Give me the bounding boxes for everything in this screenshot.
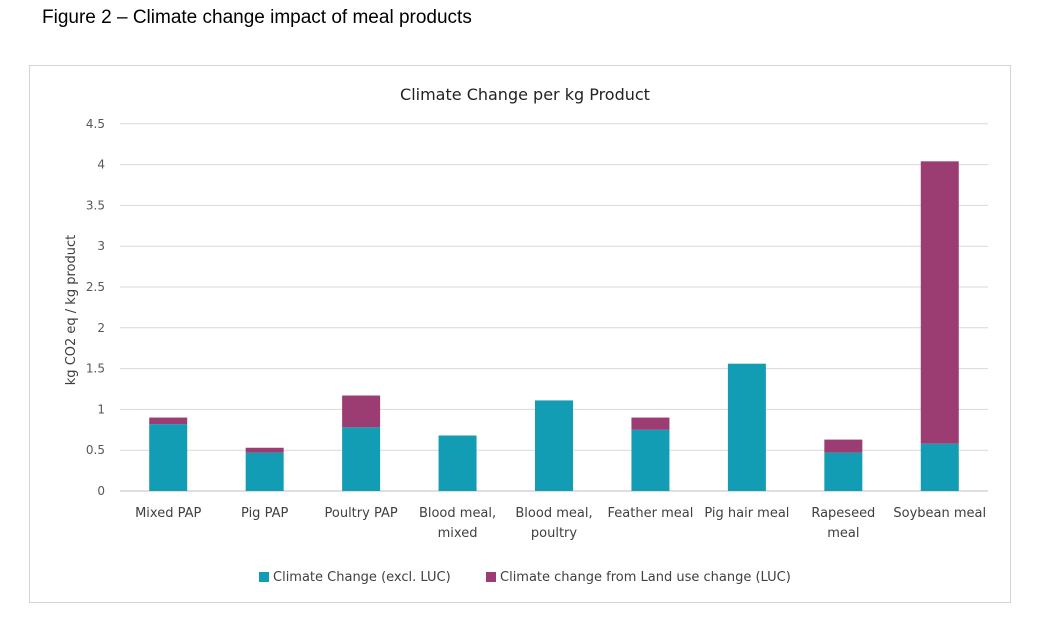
y-axis-label: kg CO2 eq / kg product bbox=[64, 235, 79, 385]
x-tick-label: Pig hair meal bbox=[704, 506, 789, 521]
y-tick-label: 1 bbox=[97, 402, 105, 416]
bar-luc bbox=[245, 447, 284, 453]
y-tick-label: 2.5 bbox=[86, 280, 105, 294]
bar-luc bbox=[824, 439, 863, 453]
bar-luc bbox=[342, 395, 381, 428]
y-tick-label: 3.5 bbox=[86, 198, 105, 212]
x-tick-labels: Mixed PAP Pig PAP Poultry PAP Blood meal, mi… bbox=[135, 506, 986, 541]
y-tick-label: 0.5 bbox=[86, 443, 105, 457]
bar-excl-luc bbox=[245, 452, 284, 491]
bar-excl-luc bbox=[824, 452, 863, 491]
legend-label-excl-luc: Climate Change (excl. LUC) bbox=[273, 570, 451, 585]
x-tick-label: meal bbox=[827, 526, 859, 541]
x-tick-label: Pig PAP bbox=[241, 506, 288, 521]
legend-swatch-luc bbox=[486, 572, 496, 582]
x-tick-label: Rapeseed bbox=[811, 506, 875, 521]
legend-label-luc: Climate change from Land use change (LUC… bbox=[500, 570, 791, 585]
y-tick-label: 3 bbox=[97, 239, 105, 253]
x-tick-label: poultry bbox=[531, 526, 577, 541]
bar-excl-luc bbox=[535, 400, 573, 491]
y-tick-label: 4.5 bbox=[86, 117, 105, 131]
y-tick-label: 2 bbox=[97, 321, 105, 335]
bar-excl-luc bbox=[342, 427, 381, 491]
chart-title: Climate Change per kg Product bbox=[400, 85, 650, 104]
bar-excl-luc bbox=[149, 424, 188, 491]
x-tick-label: Blood meal, bbox=[419, 506, 496, 521]
bar-luc bbox=[631, 417, 670, 430]
x-tick-label: mixed bbox=[438, 526, 478, 541]
y-tick-label: 1.5 bbox=[86, 362, 105, 376]
bar-luc bbox=[149, 417, 188, 425]
x-tick-label: Mixed PAP bbox=[135, 506, 201, 521]
bar-excl-luc bbox=[920, 443, 959, 491]
bar-excl-luc bbox=[631, 429, 670, 491]
bar-luc bbox=[920, 161, 959, 444]
x-tick-label: Soybean meal bbox=[893, 506, 986, 521]
y-tick-label: 4 bbox=[97, 158, 105, 172]
legend: Climate Change (excl. LUC) Climate chang… bbox=[259, 570, 791, 585]
y-tick-label: 0 bbox=[97, 484, 105, 498]
figure-caption: Figure 2 – Climate change impact of meal… bbox=[42, 7, 472, 28]
bars bbox=[149, 161, 959, 491]
legend-swatch-excl-luc bbox=[259, 572, 269, 582]
y-tick-labels: 0 0.5 1 1.5 2 2.5 3 3.5 4 4.5 bbox=[86, 117, 105, 498]
chart-frame bbox=[29, 65, 1011, 603]
x-tick-label: Poultry PAP bbox=[325, 506, 398, 521]
bar-excl-luc bbox=[727, 363, 766, 491]
x-tick-label: Feather meal bbox=[608, 506, 694, 521]
bar-excl-luc bbox=[438, 435, 477, 491]
x-tick-label: Blood meal, bbox=[515, 506, 592, 521]
